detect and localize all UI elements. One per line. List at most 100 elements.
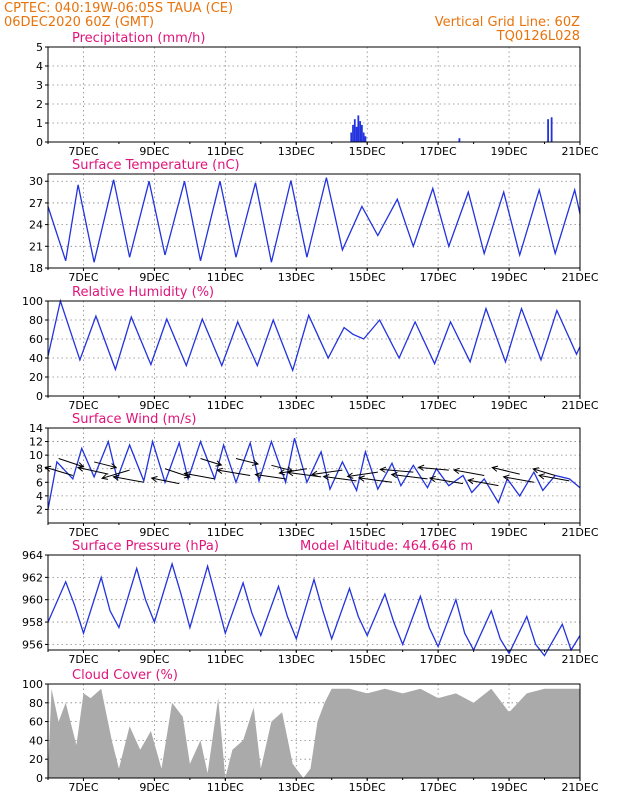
wind-ytick-label: 4	[36, 490, 43, 503]
wind-xtick-label: 19DEC	[491, 526, 528, 539]
precip-ytick-label: 0	[36, 136, 43, 149]
wind-vector-head	[183, 471, 191, 478]
pressure-xtick-label: 19DEC	[491, 653, 528, 666]
precip-ytick-label: 5	[36, 41, 43, 54]
rh-ytick-label: 80	[29, 314, 43, 327]
precip-title: Precipitation (mm/h)	[72, 31, 205, 46]
wind-vector-head	[76, 465, 84, 472]
wind-vector	[539, 474, 570, 482]
precip-xtick-label: 7DEC	[68, 145, 98, 158]
precip-bar	[355, 126, 358, 142]
rh-xtick-label: 21DEC	[561, 399, 598, 412]
cloud-ytick-label: 60	[29, 716, 43, 729]
pressure-ytick-label: 964	[22, 549, 43, 562]
wind-vector-head	[278, 469, 286, 476]
wind-vector-head	[379, 466, 387, 473]
precip-frame	[47, 46, 581, 143]
precip-bar	[547, 119, 549, 142]
wind-vector-head	[110, 463, 118, 470]
header-location: CPTEC: 040:19W-06:05S TAUA (CE)	[4, 1, 233, 16]
wind-vector	[391, 473, 428, 480]
cloud-ytick-label: 40	[29, 734, 43, 747]
pressure-xtick-label: 7DEC	[68, 653, 98, 666]
temp-xtick-label: 9DEC	[139, 271, 169, 284]
rh-panel: Relative Humidity (%) 0 20 40 60 80 100 7DEC 9DE…	[22, 285, 599, 412]
precip-bar	[359, 121, 362, 142]
wind-vector	[45, 466, 73, 476]
rh-title: Relative Humidity (%)	[72, 285, 214, 300]
wind-title: Surface Wind (m/s)	[72, 412, 196, 427]
temp-ytick-label: 18	[29, 262, 43, 275]
pressure-ytick-label: 962	[22, 571, 43, 584]
wind-vector	[101, 469, 130, 479]
wind-vector	[217, 469, 251, 476]
precip-xtick-label: 11DEC	[207, 145, 244, 158]
pressure-panel: Surface Pressure (hPa) Model Altitude: 46…	[22, 539, 599, 666]
wind-vector	[200, 458, 222, 466]
wind-xtick-label: 11DEC	[207, 526, 244, 539]
precip-ytick-label: 2	[36, 98, 43, 111]
pressure-title: Surface Pressure (hPa)	[72, 539, 219, 554]
precip-ytick-label: 4	[36, 60, 43, 73]
wind-ytick-label: 2	[36, 503, 43, 516]
temp-ytick-label: 27	[29, 197, 43, 210]
wind-ytick-label: 8	[36, 463, 43, 476]
rh-series-line	[47, 298, 581, 373]
rh-xtick-label: 17DEC	[420, 399, 457, 412]
wind-vector	[468, 479, 499, 487]
cloud-xtick-label: 13DEC	[278, 781, 315, 794]
rh-xtick-label: 11DEC	[207, 399, 244, 412]
pressure-xtick-label: 9DEC	[139, 653, 169, 666]
pressure-frame	[47, 554, 581, 651]
wind-vector-head	[322, 474, 330, 481]
wind-ytick-label: 12	[29, 436, 43, 449]
wind-vector	[312, 469, 343, 475]
precip-xtick-label: 21DEC	[561, 145, 598, 158]
temp-ytick-label: 30	[29, 175, 43, 188]
pressure-xtick-label: 13DEC	[278, 653, 315, 666]
cloud-ytick-label: 0	[36, 772, 43, 785]
rh-xtick-label: 7DEC	[68, 399, 98, 412]
wind-vector	[184, 472, 215, 480]
precip-bar	[353, 119, 356, 142]
wind-vector-head	[417, 464, 425, 471]
temp-frame	[47, 173, 581, 269]
temp-series-line	[47, 177, 581, 263]
temp-xtick-label: 19DEC	[491, 271, 528, 284]
rh-xtick-label: 19DEC	[491, 399, 528, 412]
pressure-xtick-label: 17DEC	[420, 653, 457, 666]
wind-vector-head	[502, 474, 510, 481]
pressure-series-line	[47, 561, 581, 657]
wind-vector	[235, 458, 259, 465]
cloud-area	[48, 688, 580, 778]
cloud-xtick-label: 9DEC	[139, 781, 169, 794]
temp-xtick-label: 15DEC	[349, 271, 386, 284]
pressure-ytick-label: 960	[22, 594, 43, 607]
pressure-ytick-label: 956	[22, 638, 43, 651]
temp-xtick-label: 13DEC	[278, 271, 315, 284]
wind-vector	[151, 477, 180, 485]
cloud-ytick-label: 20	[29, 753, 43, 766]
precip-xtick-label: 19DEC	[491, 145, 528, 158]
temp-panel: Surface Temperature (nC) 18 21 24 27 30 7DEC 9D…	[29, 158, 599, 284]
rh-ytick-label: 0	[36, 390, 43, 403]
wind-vector-head	[150, 476, 158, 483]
rh-ytick-label: 60	[29, 333, 43, 346]
rh-xtick-label: 13DEC	[278, 399, 315, 412]
wind-vector	[323, 476, 357, 482]
wind-vector-head	[357, 475, 365, 482]
cloud-panel: Cloud Cover (%) 0 20 40 60 80 100 7DEC 9DEC 11DEC…	[22, 668, 599, 794]
precip-bar	[352, 124, 354, 142]
wind-vector	[164, 468, 190, 478]
cloud-ytick-label: 80	[29, 697, 43, 710]
temp-ytick-label: 21	[29, 240, 43, 253]
temp-ytick-label: 24	[29, 219, 43, 232]
wind-vector	[255, 473, 286, 480]
header-grid-line: Vertical Grid Line: 60Z	[435, 15, 580, 30]
cloud-frame	[47, 683, 581, 779]
precip-bar	[550, 117, 553, 142]
wind-vector-head	[346, 472, 354, 479]
wind-vector-head	[101, 473, 109, 480]
wind-xtick-label: 21DEC	[561, 526, 598, 539]
